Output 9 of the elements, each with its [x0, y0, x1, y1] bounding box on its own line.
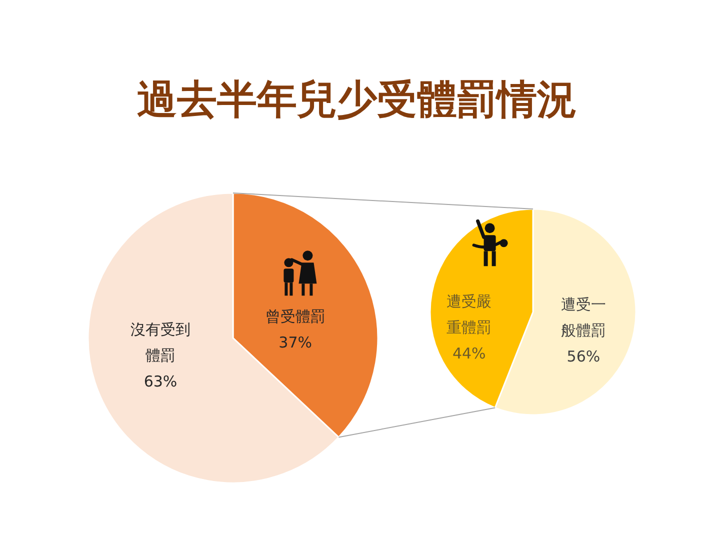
data-label: 37%	[278, 333, 312, 352]
data-label: 44%	[452, 344, 486, 362]
slice-label: 遭受一般體罰	[560, 296, 606, 340]
slice-label: 沒有受到體罰	[130, 320, 190, 364]
slice-label: 曾受體罰	[265, 307, 326, 326]
data-label: 63%	[144, 372, 178, 390]
data-label: 56%	[566, 348, 600, 366]
slice-label: 遭受嚴重體罰	[446, 292, 492, 336]
chart-title: 過去半年兒少受體罰情況	[137, 77, 577, 123]
